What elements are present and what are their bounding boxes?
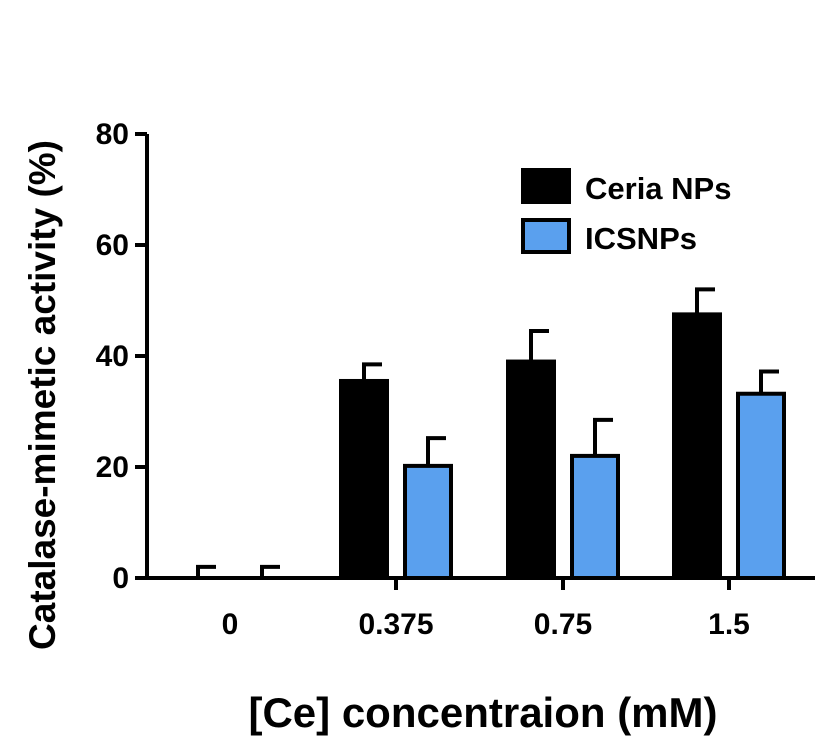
legend-label: Ceria NPs [585, 171, 731, 206]
x-tick-label: 1.5 [708, 608, 750, 641]
bar-ceria-nps [508, 362, 554, 578]
x-axis-title: [Ce] concentraion (mM) [248, 689, 717, 736]
x-tick-label: 0 [222, 608, 239, 641]
x-tick-label: 0.375 [358, 608, 433, 641]
legend-swatch-icsnps [523, 220, 569, 252]
bars-layer [196, 289, 784, 578]
legend: Ceria NPs ICSNPs [523, 170, 731, 256]
y-axis-title: Catalase-mimetic activity (%) [22, 140, 63, 650]
y-tick-label: 40 [96, 340, 129, 373]
x-tick-label: 0.75 [534, 608, 592, 641]
y-tick-label: 60 [96, 229, 129, 262]
bar-icsnps [738, 394, 784, 578]
bar-ceria-nps [341, 381, 387, 578]
bar-icsnps [405, 466, 451, 578]
legend-label: ICSNPs [585, 221, 697, 256]
bar-icsnps [572, 456, 618, 578]
y-tick-label: 20 [96, 451, 129, 484]
y-tick-label: 0 [112, 562, 129, 595]
y-tick-label: 80 [96, 118, 129, 151]
bar-ceria-nps [674, 314, 720, 578]
legend-swatch-ceria-nps [523, 170, 569, 202]
